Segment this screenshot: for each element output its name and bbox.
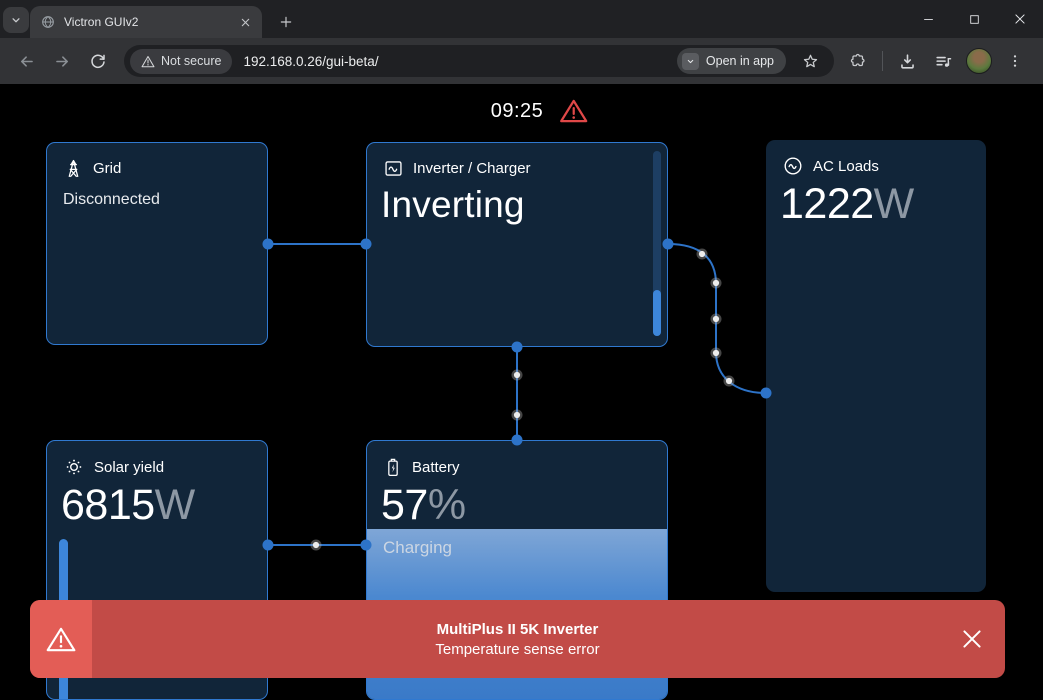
tile-title: Battery: [412, 458, 460, 476]
inverter-gauge: [653, 151, 661, 336]
inverter-status: Inverting: [381, 184, 525, 225]
tile-title: Inverter / Charger: [413, 160, 531, 177]
address-bar[interactable]: Not secure 192.168.0.26/gui-beta/ Open i…: [124, 45, 834, 77]
battery-status: Charging: [383, 538, 452, 557]
maximize-icon: [969, 14, 979, 24]
solar-value: 6815W: [61, 481, 196, 529]
window-controls: [905, 0, 1043, 38]
grid-status: Disconnected: [63, 191, 160, 208]
download-icon: [900, 53, 914, 69]
tile-title: Grid: [93, 160, 122, 177]
globe-favicon-icon: [42, 16, 54, 28]
battery-soc-value: 57%: [381, 481, 466, 529]
tab-close-icon[interactable]: [236, 13, 254, 31]
browser-tab[interactable]: Victron GUIv2: [30, 6, 262, 38]
close-icon: [963, 630, 981, 648]
banner-close-button[interactable]: [955, 622, 989, 656]
bookmark-star-button[interactable]: [795, 46, 825, 76]
warning-icon: [141, 55, 155, 67]
clock: 09:25: [490, 99, 544, 122]
banner-device-name: MultiPlus II 5K Inverter: [436, 620, 599, 638]
star-icon: [803, 54, 817, 67]
open-in-app-button[interactable]: Open in app: [676, 48, 786, 74]
back-button[interactable]: [10, 45, 42, 77]
security-label: Not secure: [161, 54, 222, 68]
banner-error-message: Temperature sense error: [435, 640, 600, 658]
forward-arrow-icon: [55, 55, 68, 67]
back-arrow-icon: [20, 55, 33, 67]
solar-sun-icon: [66, 459, 82, 475]
tile-ac-loads[interactable]: AC Loads 1222W: [766, 140, 986, 592]
toolbar-separator: [882, 51, 883, 71]
tab-title: Victron GUIv2: [64, 15, 139, 29]
media-controls-button[interactable]: [928, 46, 958, 76]
battery-unit: %: [427, 481, 466, 529]
victron-gui-page: 09:25: [0, 84, 1043, 700]
banner-text: MultiPlus II 5K Inverter Temperature sen…: [92, 600, 943, 678]
browser-chrome: Victron GUIv2: [0, 0, 1043, 84]
forward-button[interactable]: [46, 45, 78, 77]
ac-loads-unit: W: [873, 180, 915, 228]
tile-grid[interactable]: Grid Disconnected: [46, 142, 268, 345]
alarm-warning-icon[interactable]: [559, 98, 588, 124]
profile-avatar[interactable]: [966, 48, 992, 74]
browser-menu-button[interactable]: [1000, 46, 1030, 76]
browser-toolbar: Not secure 192.168.0.26/gui-beta/ Open i…: [0, 38, 1043, 84]
media-playlist-icon: [935, 56, 951, 67]
puzzle-icon: [850, 53, 865, 66]
ac-loads-icon: [784, 157, 802, 175]
page-header: 09:25: [491, 98, 589, 124]
banner-warning-icon: [46, 627, 76, 651]
flow-inverter-to-acloads: [667, 243, 767, 394]
window-minimize-button[interactable]: [905, 0, 951, 38]
alarm-notification-banner[interactable]: MultiPlus II 5K Inverter Temperature sen…: [30, 600, 1005, 678]
inverter-icon: [385, 161, 402, 176]
minimize-icon: [923, 18, 933, 20]
new-tab-button[interactable]: [272, 8, 300, 36]
close-icon: [1015, 14, 1025, 24]
battery-icon: [388, 458, 398, 476]
grid-pylon-icon: [68, 159, 79, 178]
banner-icon-block: [30, 600, 92, 678]
extensions-button[interactable]: [843, 46, 873, 76]
plus-icon: [280, 16, 292, 28]
ac-loads-value: 1222W: [780, 180, 915, 228]
window-maximize-button[interactable]: [951, 0, 997, 38]
reload-button[interactable]: [82, 45, 114, 77]
tab-strip: Victron GUIv2: [0, 0, 1043, 38]
app-icon: [681, 52, 699, 70]
kebab-menu-icon: [1013, 55, 1017, 67]
tile-title: Solar yield: [94, 458, 165, 476]
solar-unit: W: [154, 481, 196, 529]
downloads-button[interactable]: [892, 46, 922, 76]
security-chip[interactable]: Not secure: [130, 48, 233, 74]
inverter-gauge-fill: [653, 289, 661, 336]
url-text: 192.168.0.26/gui-beta/: [243, 53, 379, 69]
tile-title: AC Loads: [813, 157, 879, 175]
tile-inverter-charger[interactable]: Inverter / Charger Inverting: [366, 142, 668, 347]
open-in-app-label: Open in app: [705, 54, 774, 68]
window-close-button[interactable]: [997, 0, 1043, 38]
reload-icon: [91, 54, 105, 68]
tab-search-button[interactable]: [3, 7, 29, 33]
chevron-down-icon: [12, 18, 20, 23]
